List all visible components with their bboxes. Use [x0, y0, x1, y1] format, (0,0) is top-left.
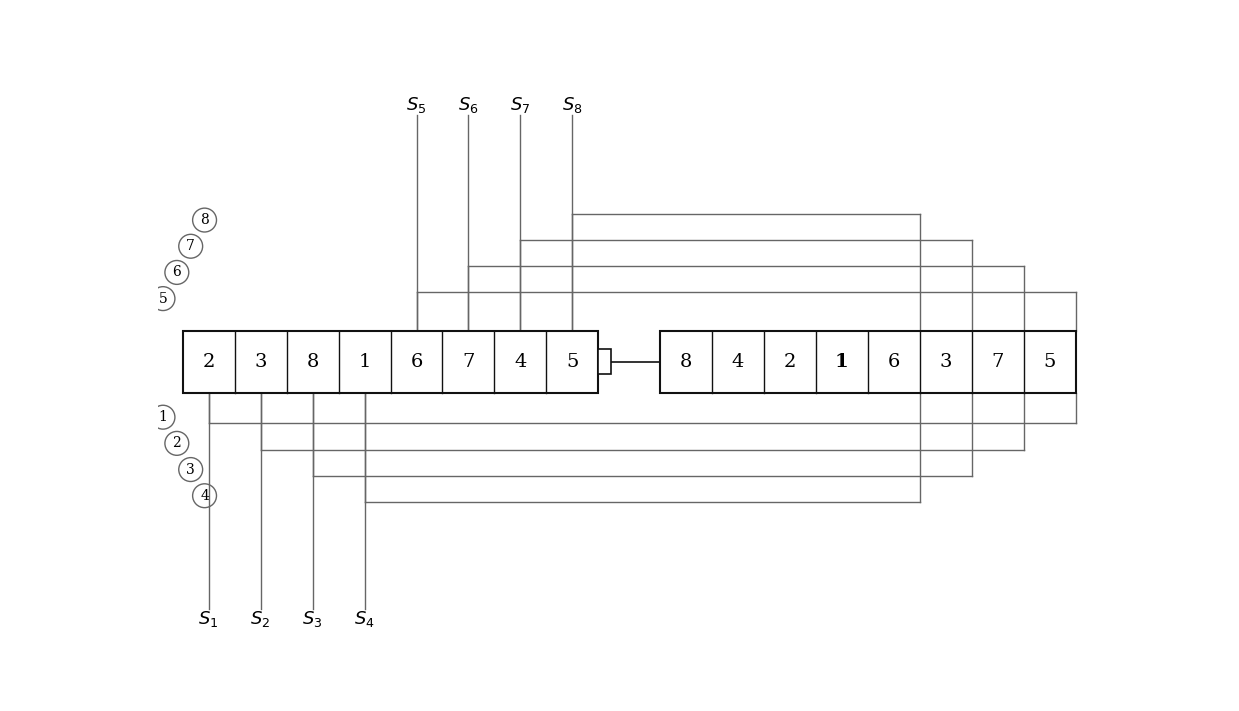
Text: 5: 5: [1043, 353, 1056, 370]
Text: 4: 4: [201, 488, 209, 503]
Text: 3: 3: [186, 463, 195, 476]
FancyBboxPatch shape: [660, 331, 1075, 392]
Text: $S_8$: $S_8$: [563, 95, 582, 115]
Text: $S_2$: $S_2$: [250, 609, 270, 629]
Text: 6: 6: [410, 353, 422, 370]
Text: $S_6$: $S_6$: [458, 95, 478, 115]
Text: $S_5$: $S_5$: [406, 95, 426, 115]
Text: $S_7$: $S_7$: [510, 95, 530, 115]
Text: 2: 2: [202, 353, 214, 370]
Text: 3: 3: [939, 353, 952, 370]
Text: 1: 1: [835, 353, 849, 370]
Text: 6: 6: [887, 353, 900, 370]
Text: 7: 7: [462, 353, 475, 370]
Text: 8: 8: [306, 353, 318, 370]
Text: 4: 4: [514, 353, 527, 370]
Text: 6: 6: [172, 265, 181, 279]
Text: 8: 8: [680, 353, 693, 370]
Text: 7: 7: [186, 239, 195, 253]
Text: 3: 3: [254, 353, 266, 370]
Text: $S_3$: $S_3$: [302, 609, 322, 629]
Text: 1: 1: [159, 410, 167, 424]
Text: 5: 5: [159, 292, 167, 306]
Text: $S_4$: $S_4$: [354, 609, 375, 629]
Text: 2: 2: [172, 437, 181, 450]
FancyBboxPatch shape: [182, 331, 598, 392]
FancyBboxPatch shape: [598, 349, 611, 374]
Text: 1: 1: [358, 353, 370, 370]
Text: 5: 5: [566, 353, 579, 370]
Text: $S_1$: $S_1$: [198, 609, 219, 629]
Text: 2: 2: [784, 353, 797, 370]
Text: 4: 4: [732, 353, 745, 370]
Text: 7: 7: [991, 353, 1004, 370]
Text: 8: 8: [201, 213, 209, 227]
